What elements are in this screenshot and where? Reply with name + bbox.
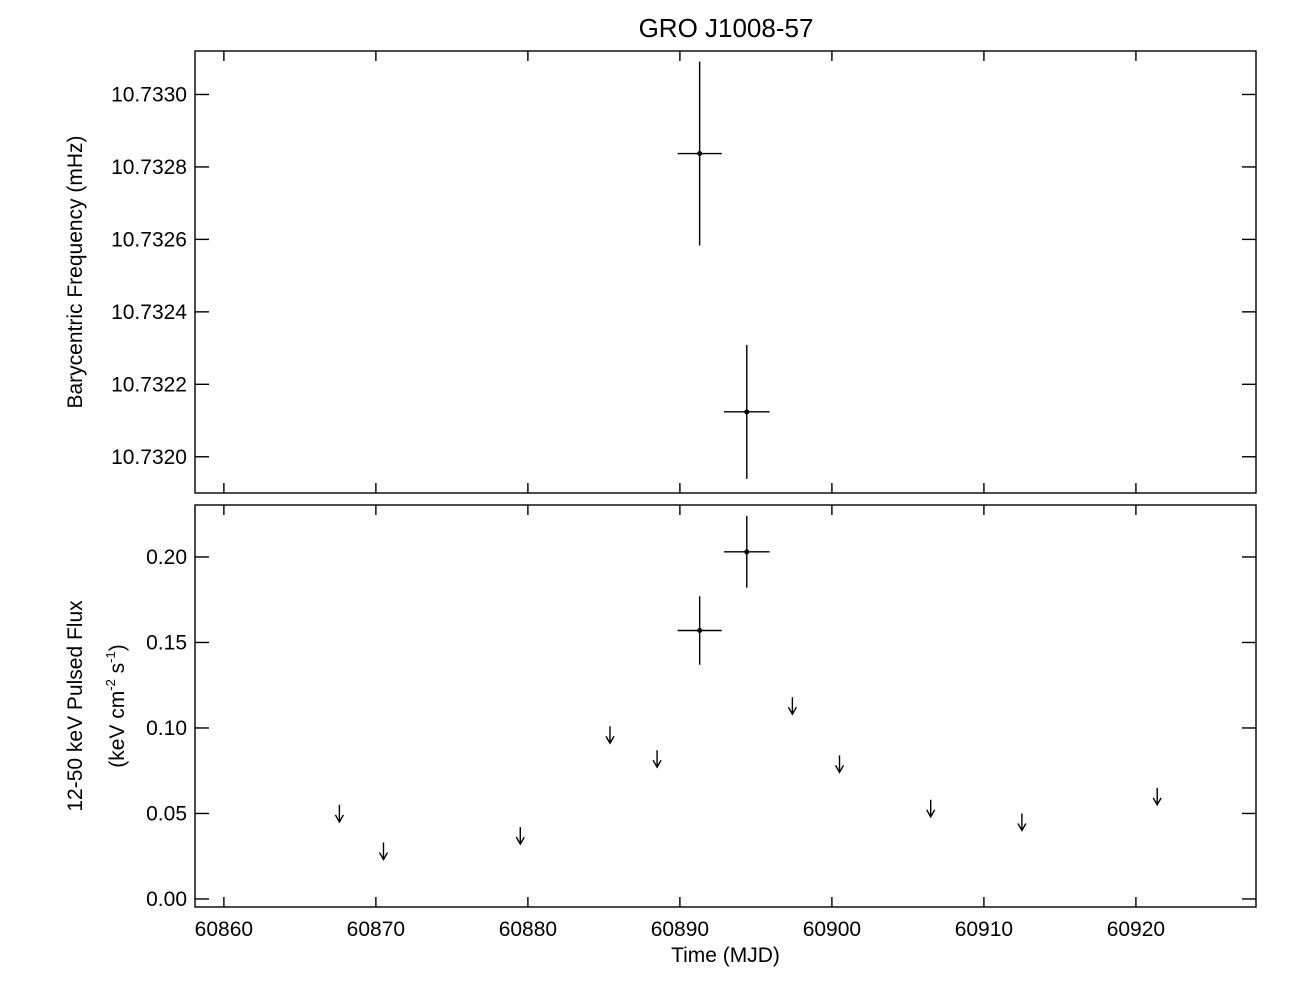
upper-limit-arrow (787, 697, 797, 716)
y-axis-label: (keV cm-2 s-1) (103, 644, 129, 767)
upper-limit-arrow (926, 799, 936, 819)
chart-title: GRO J1008-57 (639, 13, 814, 43)
label-part: ) (106, 644, 129, 651)
y-tick-label: 10.7326 (111, 228, 187, 251)
y-tick-label: 0.05 (146, 802, 187, 825)
data-point (697, 628, 703, 634)
data-point (744, 549, 750, 555)
plot-frame (194, 504, 1257, 908)
label-part: s (106, 663, 129, 679)
x-tick-label: 60920 (1107, 918, 1165, 941)
y-axis-label: Barycentric Frequency (mHz) (64, 135, 87, 408)
y-tick-label: 10.7322 (111, 373, 187, 396)
data-point (697, 151, 703, 157)
x-tick-label: 60890 (651, 918, 709, 941)
superscript: -1 (103, 651, 118, 663)
upper-limit-arrow (1017, 813, 1027, 832)
y-axis-label: 12-50 keV Pulsed Flux (64, 600, 87, 812)
x-tick-label: 60910 (955, 918, 1013, 941)
upper-limit-arrow (652, 750, 662, 769)
upper-limit-arrow (1152, 787, 1162, 807)
superscript: -2 (103, 679, 118, 691)
x-tick-label: 60900 (803, 918, 861, 941)
y-tick-label: 10.7330 (111, 83, 187, 106)
y-tick-label: 10.7328 (111, 156, 187, 179)
x-tick-label: 60860 (195, 918, 253, 941)
upper-limit-arrow (834, 755, 845, 774)
y-tick-label: 0.00 (146, 888, 187, 911)
upper-limit-arrow (515, 827, 525, 846)
upper-limit-arrow (378, 842, 389, 861)
label-part: (keV cm (106, 691, 129, 768)
y-tick-label: 0.15 (146, 631, 187, 654)
upper-limit-arrow (605, 726, 615, 745)
x-axis-label: Time (MJD) (671, 944, 780, 967)
y-tick-label: 10.7324 (111, 301, 187, 324)
y-tick-label: 0.20 (146, 546, 187, 569)
y-tick-label: 10.7320 (111, 446, 187, 469)
x-tick-label: 60880 (499, 918, 557, 941)
y-tick-label: 0.10 (146, 717, 187, 740)
data-point (744, 409, 750, 415)
x-tick-label: 60870 (347, 918, 405, 941)
plot-frame (194, 50, 1257, 494)
upper-limit-arrow (334, 804, 345, 824)
